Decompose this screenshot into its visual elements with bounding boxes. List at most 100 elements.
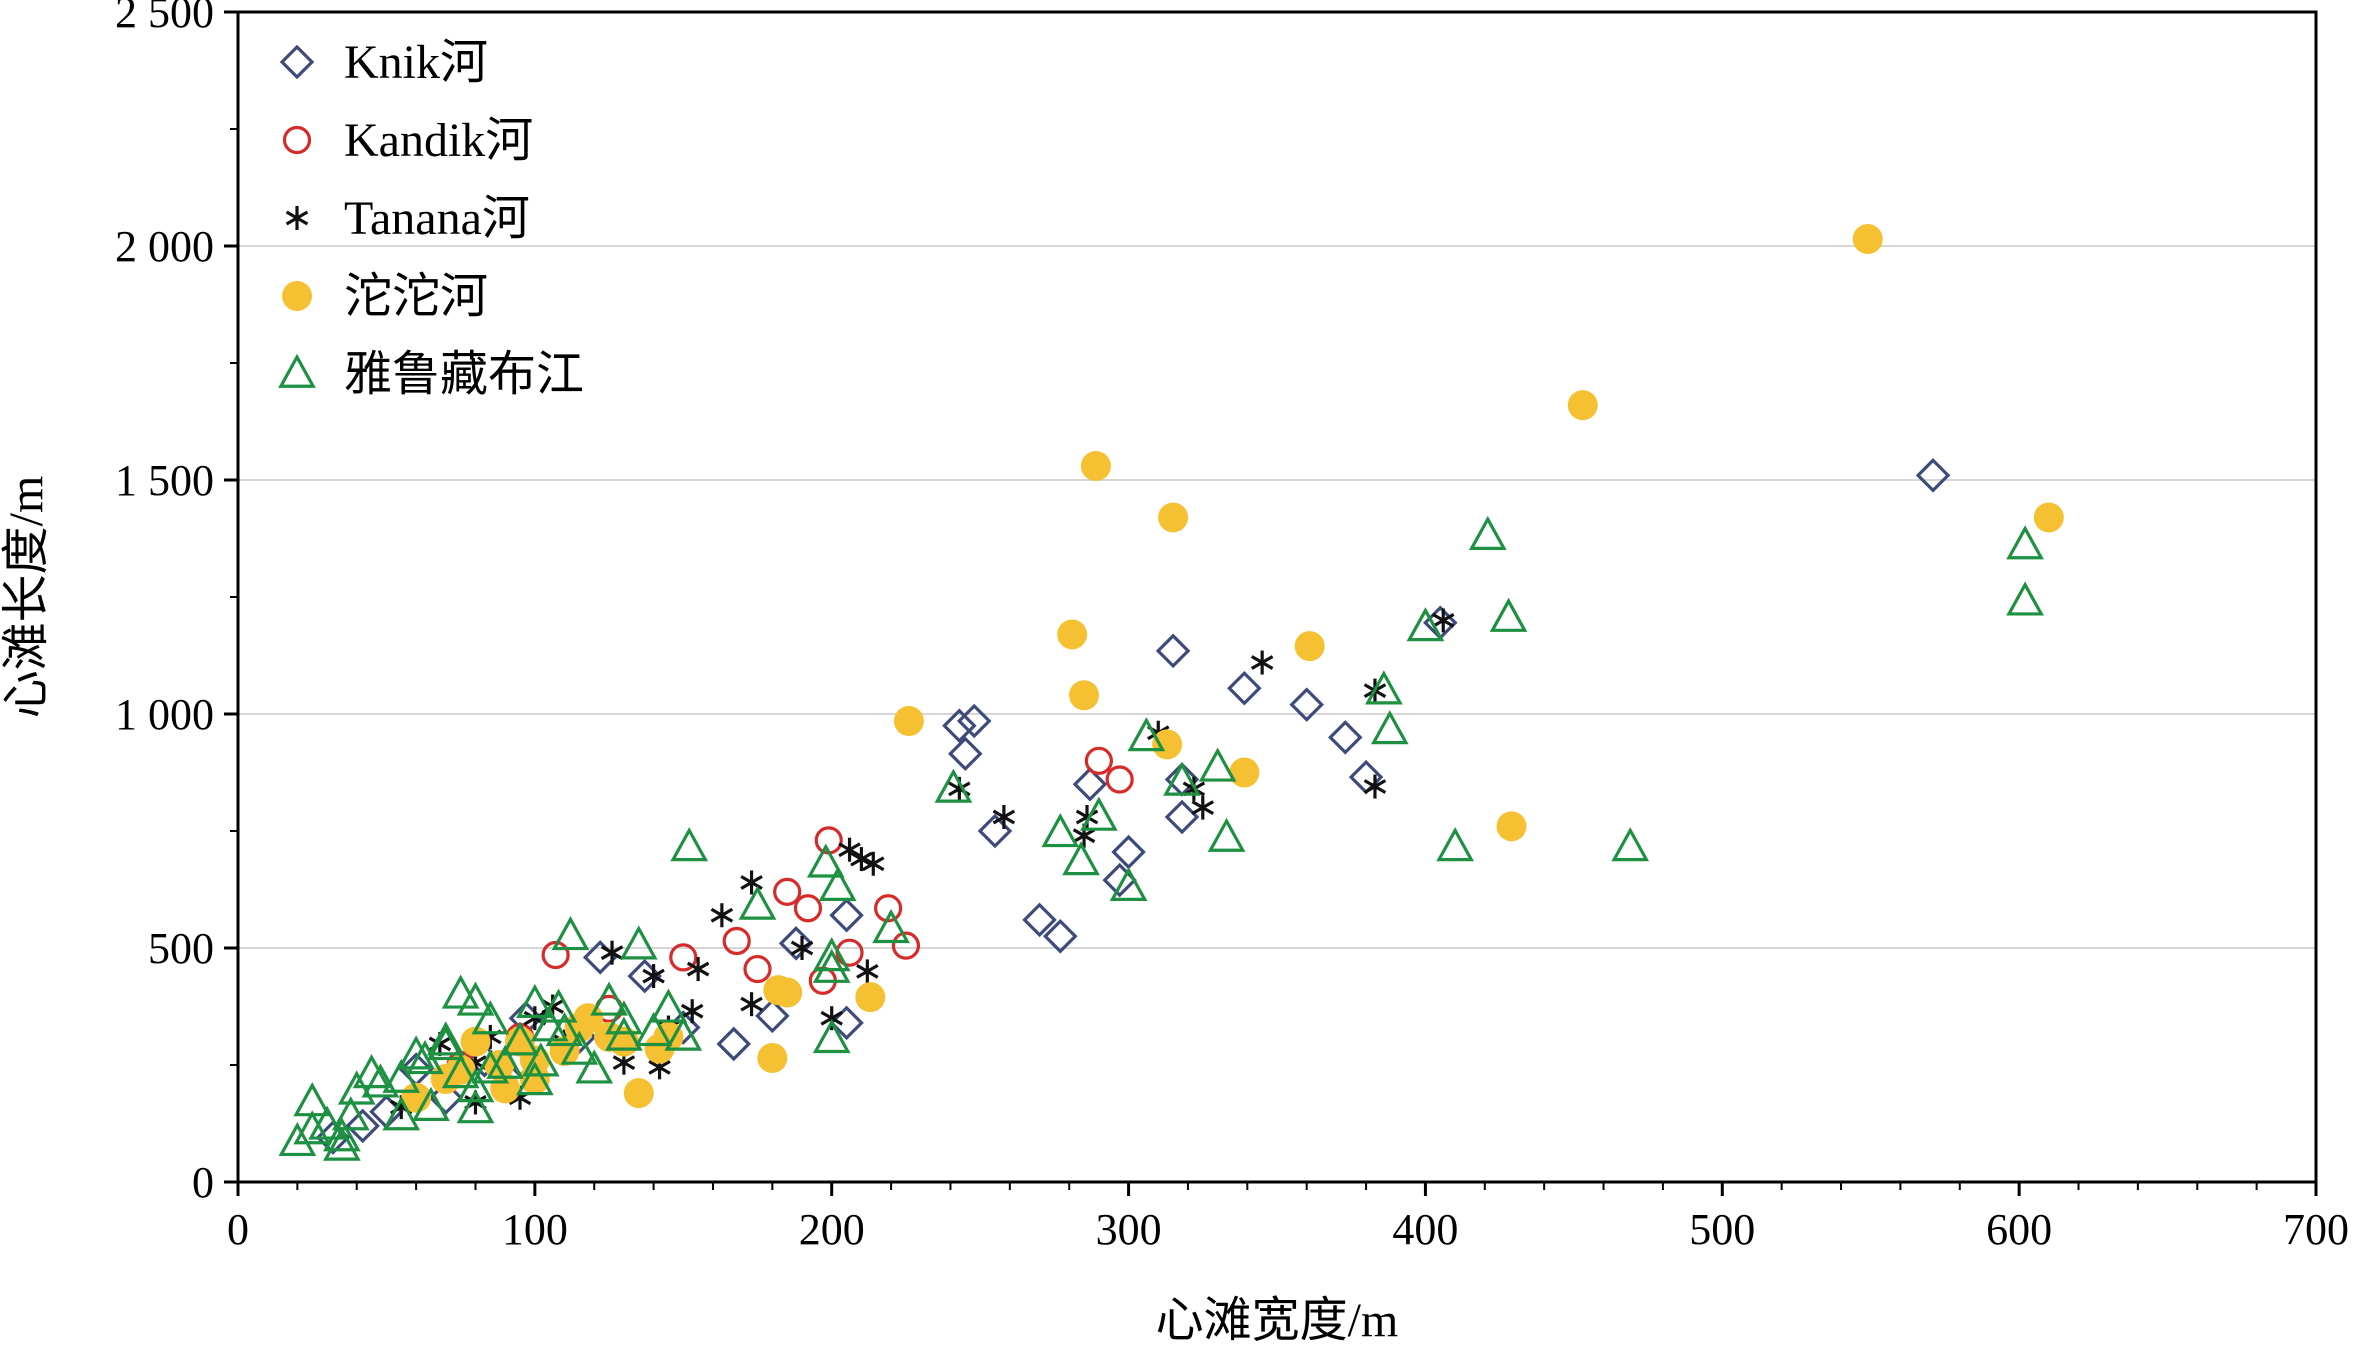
point-4-65 bbox=[545, 1011, 584, 1047]
point-4-66 bbox=[605, 1000, 643, 1035]
point-4-45 bbox=[406, 1040, 444, 1075]
point-3-30 bbox=[519, 1064, 550, 1095]
point-4-11 bbox=[1041, 813, 1080, 848]
point-0-16 bbox=[1111, 834, 1146, 870]
y-tick-label-4: 2 000 bbox=[115, 222, 214, 271]
point-4-33 bbox=[515, 983, 554, 1019]
point-0-30 bbox=[345, 1108, 380, 1144]
point-4-31 bbox=[649, 988, 688, 1023]
legend-label-3: 沱沱河 bbox=[344, 270, 488, 323]
point-2-13 bbox=[862, 851, 885, 876]
gridlines bbox=[238, 245, 2316, 949]
point-4-3 bbox=[2006, 525, 2044, 560]
point-1-11 bbox=[541, 940, 570, 970]
point-4-18 bbox=[670, 827, 709, 862]
point-1-5 bbox=[773, 877, 802, 906]
point-4-51 bbox=[352, 1054, 391, 1089]
point-4-13 bbox=[1109, 866, 1148, 902]
point-4-56 bbox=[323, 1126, 361, 1161]
point-3-2 bbox=[2033, 502, 2064, 533]
point-4-5 bbox=[1365, 670, 1403, 705]
x-tick-label-6: 600 bbox=[1986, 1205, 2052, 1254]
data-points bbox=[278, 223, 2064, 1161]
point-2-16 bbox=[790, 936, 814, 960]
point-2-20 bbox=[686, 957, 710, 982]
point-3-15 bbox=[757, 1042, 788, 1073]
y-tick-label-1: 500 bbox=[148, 924, 214, 973]
point-4-58 bbox=[293, 1082, 332, 1117]
x-tick-label-4: 400 bbox=[1392, 1205, 1458, 1254]
legend-marker-4 bbox=[278, 353, 316, 388]
point-4-64 bbox=[501, 1021, 539, 1056]
point-3-4 bbox=[1158, 502, 1189, 533]
x-tick-label-7: 700 bbox=[2283, 1205, 2349, 1254]
point-3-16 bbox=[623, 1078, 654, 1109]
point-2-23 bbox=[642, 964, 665, 989]
point-4-15 bbox=[1436, 827, 1474, 862]
point-0-3 bbox=[1227, 670, 1262, 706]
point-4-30 bbox=[605, 1016, 643, 1051]
series-2 bbox=[390, 608, 1455, 1120]
point-3-0 bbox=[1852, 223, 1883, 254]
point-4-10 bbox=[1080, 796, 1118, 831]
point-1-1 bbox=[1105, 765, 1134, 794]
y-tick-label-3: 1 500 bbox=[115, 456, 214, 505]
point-4-22 bbox=[738, 885, 777, 920]
point-0-11 bbox=[1072, 766, 1108, 802]
point-4-16 bbox=[1611, 827, 1650, 862]
point-4-38 bbox=[515, 1061, 554, 1096]
axis-ticks: 0 500 1 000 1 500 2 000 2 500 0 100 200 300 400 500… bbox=[115, 0, 2349, 1254]
point-4-43 bbox=[426, 1025, 465, 1061]
point-1-7 bbox=[835, 938, 864, 967]
point-3-1 bbox=[1567, 390, 1598, 421]
point-2-9 bbox=[1075, 804, 1099, 829]
point-4-29 bbox=[590, 981, 628, 1016]
point-4-23 bbox=[812, 937, 851, 972]
point-2-12 bbox=[850, 847, 873, 872]
point-4-47 bbox=[471, 1049, 510, 1084]
point-4-17 bbox=[934, 768, 973, 803]
y-axis-label: 心滩长度/m bbox=[0, 476, 53, 719]
point-0-18 bbox=[829, 897, 864, 933]
point-0-9 bbox=[948, 736, 983, 772]
legend-marker-1 bbox=[282, 125, 312, 155]
point-4-1 bbox=[1489, 597, 1528, 632]
point-0-14 bbox=[1022, 902, 1057, 938]
point-0-7 bbox=[956, 703, 992, 739]
legend-marker-0 bbox=[279, 44, 315, 80]
x-axis-label: 心滩宽度/m bbox=[1156, 1294, 1399, 1347]
point-1-6 bbox=[793, 894, 823, 923]
x-tick-label-1: 100 bbox=[502, 1205, 568, 1254]
point-3-3 bbox=[1080, 450, 1111, 481]
point-4-32 bbox=[664, 1016, 703, 1051]
point-4-12 bbox=[1062, 841, 1100, 876]
point-2-18 bbox=[820, 1006, 843, 1031]
point-4-49 bbox=[426, 1021, 465, 1056]
point-3-31 bbox=[573, 1003, 604, 1034]
point-4-21 bbox=[818, 866, 857, 902]
point-4-44 bbox=[397, 1035, 435, 1070]
x-tick-label-0: 0 bbox=[227, 1205, 249, 1254]
point-4-4 bbox=[2006, 581, 2044, 616]
point-1-12 bbox=[669, 943, 698, 972]
y-tick-label-5: 2 500 bbox=[115, 0, 214, 37]
point-4-61 bbox=[382, 1096, 421, 1131]
point-2-22 bbox=[600, 940, 624, 965]
point-3-5 bbox=[1057, 619, 1088, 650]
point-4-8 bbox=[1198, 747, 1237, 782]
point-3-14 bbox=[855, 982, 886, 1013]
point-4-19 bbox=[872, 908, 910, 944]
point-4-9 bbox=[1163, 761, 1201, 796]
point-3-10 bbox=[1229, 757, 1260, 788]
point-4-42 bbox=[471, 1000, 510, 1035]
point-4-59 bbox=[278, 1121, 317, 1157]
point-2-1 bbox=[1250, 650, 1274, 675]
point-4-63 bbox=[441, 1054, 480, 1089]
point-4-60 bbox=[308, 1105, 346, 1140]
point-0-8 bbox=[942, 708, 977, 743]
point-4-54 bbox=[331, 1096, 370, 1131]
point-0-13 bbox=[1164, 799, 1200, 835]
point-1-10 bbox=[743, 954, 772, 984]
